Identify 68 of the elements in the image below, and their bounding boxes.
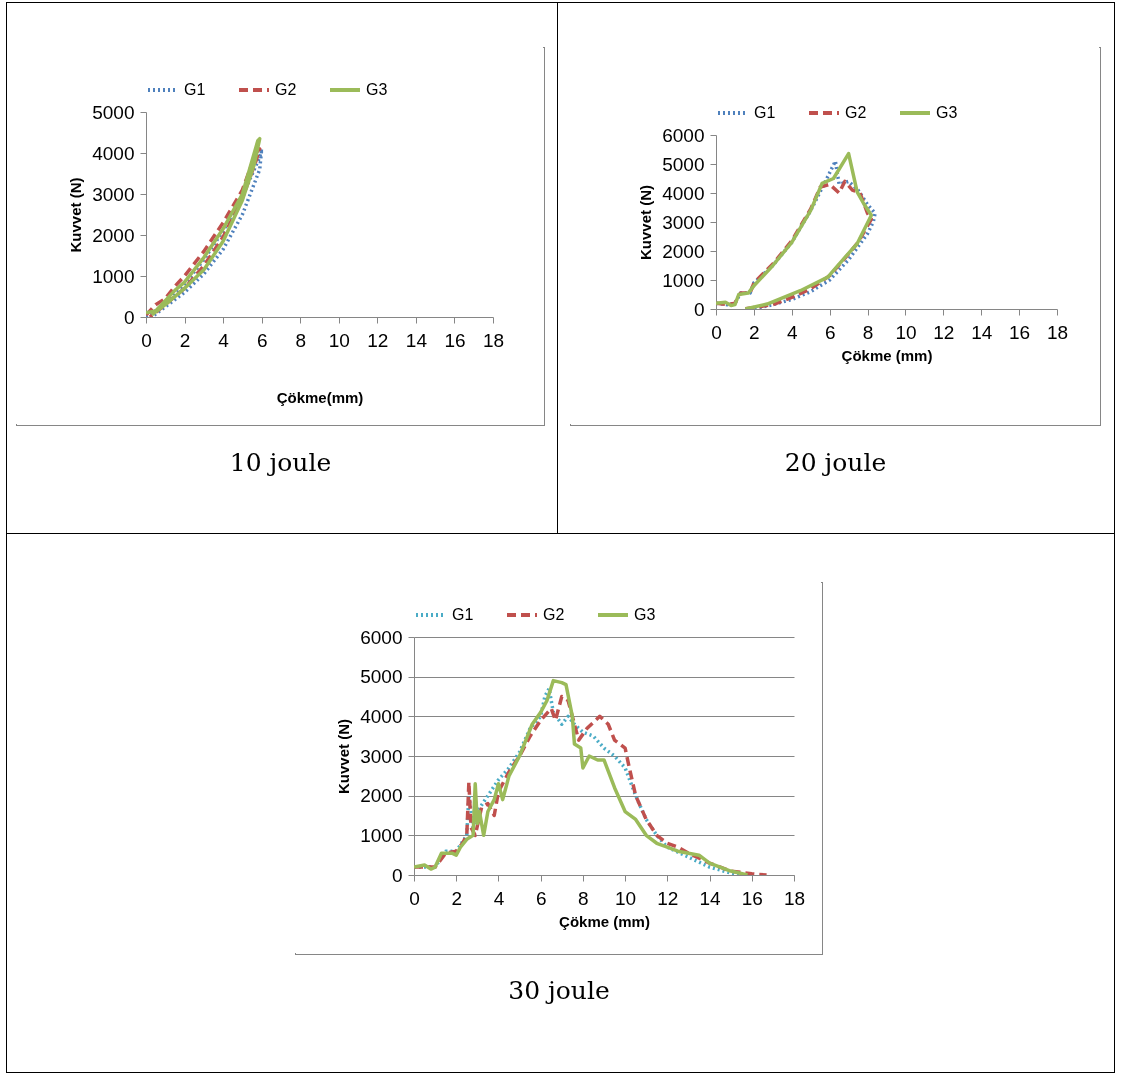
x-tick-label: 16 xyxy=(1009,321,1031,343)
x-tick-label: 10 xyxy=(615,887,637,909)
x-axis-title: Çökme (mm) xyxy=(559,912,650,930)
x-tick-label: 4 xyxy=(493,887,505,909)
y-axis-title: Kuvvet (N) xyxy=(637,184,655,261)
x-axis-title: Çökme (mm) xyxy=(841,346,933,364)
y-tick-label: 2000 xyxy=(662,240,705,262)
y-tick-label: 5000 xyxy=(662,153,705,175)
y-axis-title: Kuvvet (N) xyxy=(335,718,353,795)
x-tick-label: 0 xyxy=(141,329,152,351)
x-tick-label: 16 xyxy=(741,887,763,909)
x-tick-label: 8 xyxy=(578,887,589,909)
x-tick-label: 16 xyxy=(444,329,466,351)
x-tick-label: 0 xyxy=(711,321,722,343)
legend-label: G1 xyxy=(754,104,776,121)
x-tick-label: 12 xyxy=(933,321,955,343)
text: 20 joule xyxy=(783,448,888,477)
y-tick-label: 4000 xyxy=(360,705,403,727)
x-tick-label: 2 xyxy=(749,321,760,343)
x-tick-label: 4 xyxy=(786,321,798,343)
x-tick-label: 14 xyxy=(699,887,722,909)
legend-label: G3 xyxy=(634,606,656,623)
y-tick-label: 6000 xyxy=(360,626,403,648)
legend-label: G1 xyxy=(184,81,206,98)
x-tick-label: 4 xyxy=(218,329,230,351)
x-tick-label: 8 xyxy=(295,329,307,351)
y-tick-label: 5000 xyxy=(360,666,403,688)
y-tick-label: 3000 xyxy=(92,183,135,205)
x-tick-label: 14 xyxy=(971,321,993,343)
y-tick-label: 6000 xyxy=(662,124,705,146)
legend-label: G2 xyxy=(543,606,565,623)
x-tick-label: 10 xyxy=(328,329,350,351)
x-tick-label: 0 xyxy=(409,887,420,909)
y-tick-label: 4000 xyxy=(92,142,135,164)
y-axis-title: Kuvvet (N) xyxy=(67,177,85,253)
y-tick-label: 1000 xyxy=(662,269,705,291)
y-tick-label: 2000 xyxy=(92,224,135,246)
legend-label: G2 xyxy=(845,104,867,121)
legend-label: G1 xyxy=(452,606,474,623)
y-tick-label: 0 xyxy=(123,306,135,328)
legend-label: G3 xyxy=(936,104,958,121)
x-tick-label: 18 xyxy=(1046,321,1069,343)
y-tick-label: 3000 xyxy=(360,745,403,767)
text: 10 joule xyxy=(228,448,333,477)
x-axis-title: Çökme(mm) xyxy=(276,388,364,406)
x-tick-label: 8 xyxy=(862,321,874,343)
x-tick-label: 6 xyxy=(824,321,836,343)
x-tick-label: 12 xyxy=(657,887,679,909)
x-tick-label: 14 xyxy=(405,329,428,351)
x-tick-label: 2 xyxy=(451,887,463,909)
y-tick-label: 0 xyxy=(391,864,403,886)
text: 30 joule xyxy=(507,976,611,1005)
y-tick-label: 5000 xyxy=(92,101,135,123)
x-tick-label: 18 xyxy=(482,329,505,351)
x-tick-label: 18 xyxy=(783,887,806,909)
y-tick-label: 1000 xyxy=(360,824,403,846)
y-tick-label: 0 xyxy=(693,298,705,320)
y-tick-label: 2000 xyxy=(360,785,403,807)
x-tick-label: 6 xyxy=(256,329,268,351)
y-tick-label: 3000 xyxy=(662,211,705,233)
y-tick-label: 4000 xyxy=(662,182,705,204)
legend-label: G2 xyxy=(275,81,297,98)
x-tick-label: 12 xyxy=(367,329,389,351)
y-tick-label: 1000 xyxy=(92,265,135,287)
x-tick-label: 2 xyxy=(179,329,191,351)
legend-label: G3 xyxy=(366,81,388,98)
x-tick-label: 10 xyxy=(895,321,917,343)
x-tick-label: 6 xyxy=(535,887,547,909)
